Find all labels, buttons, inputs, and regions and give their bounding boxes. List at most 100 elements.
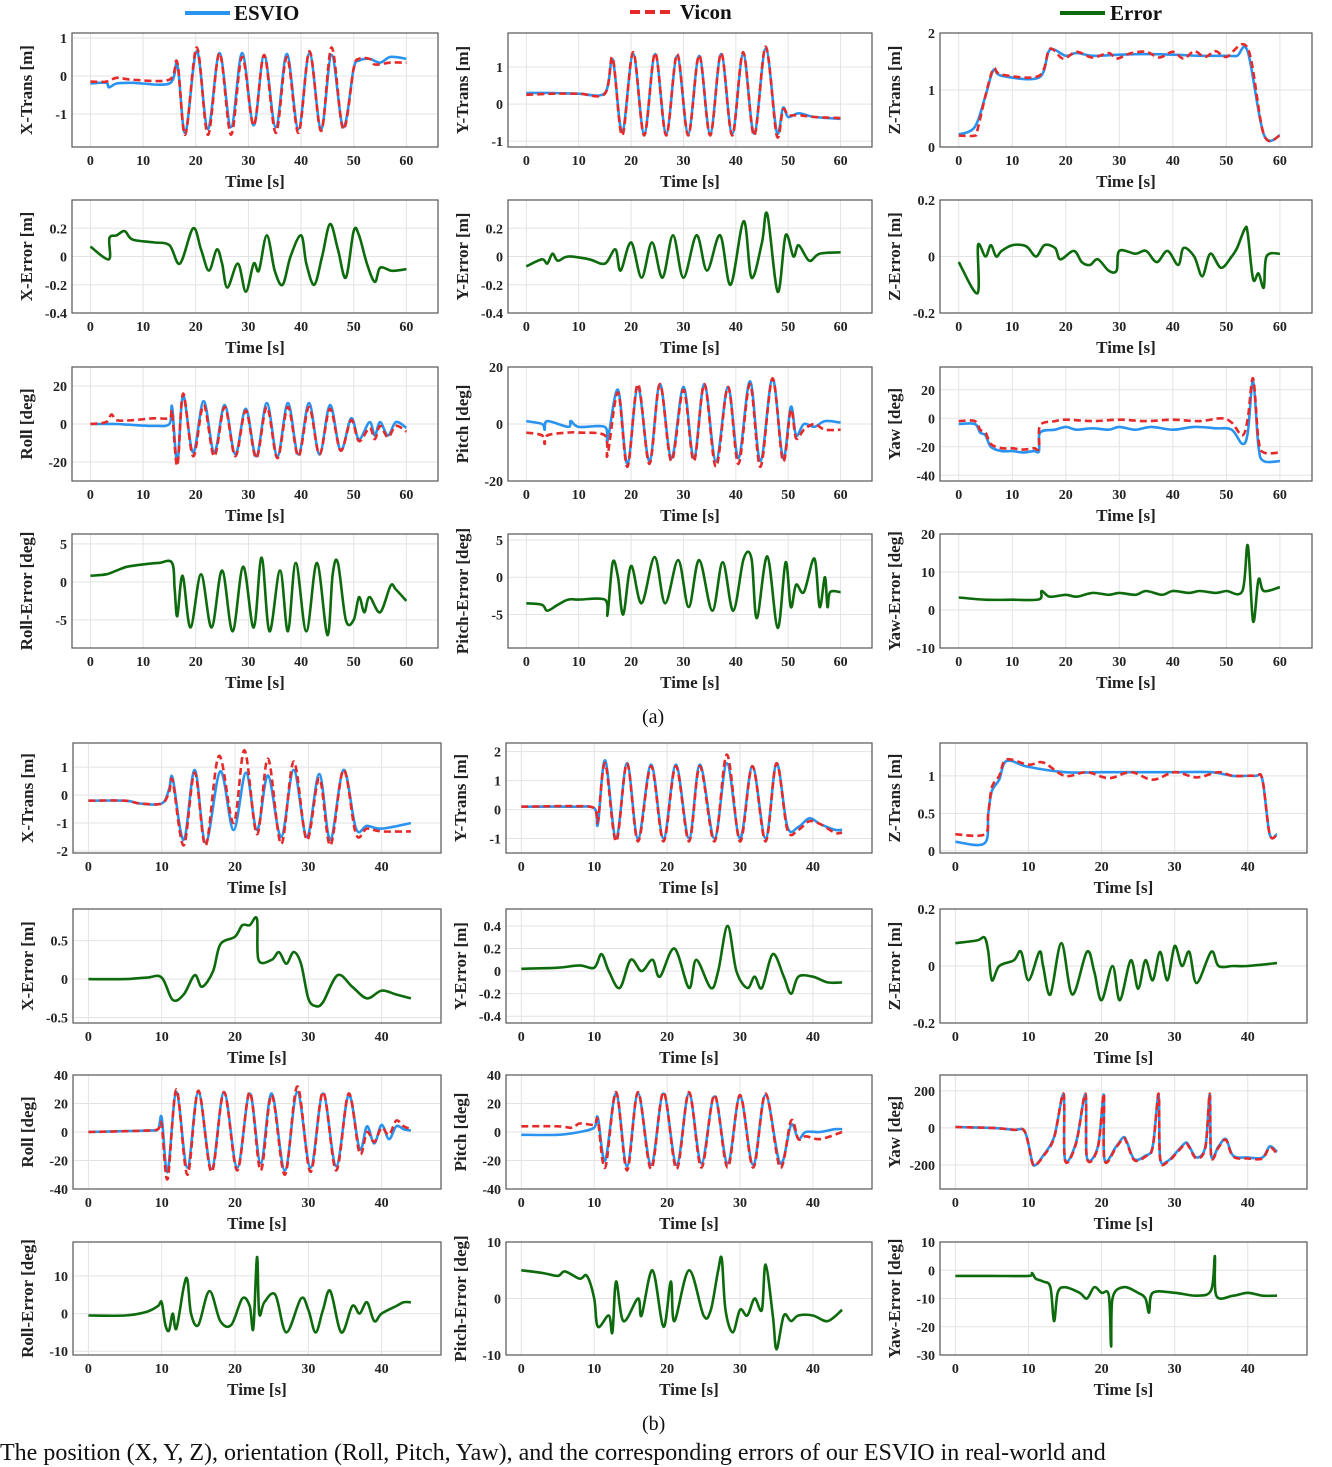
y-axis-label: Roll-Error [deg] <box>17 532 36 651</box>
subplot-roll-error-deg-a: 0 10 20 30 40 50 60 -5 0 5 Time [s] Roll-Error [deg… <box>17 532 439 692</box>
x-tick-label: 0 <box>523 154 530 169</box>
y-tick-label: 0.5 <box>918 807 936 822</box>
series-line-esvio <box>955 759 1278 847</box>
x-tick-label: 50 <box>1219 655 1233 670</box>
x-tick-label: 20 <box>189 655 203 670</box>
plot-frame <box>507 533 873 649</box>
series-line-error <box>89 222 407 294</box>
subplot-roll-error-deg-b: 0 10 20 30 40 -10 0 10 Time [s] Roll-Error [deg] <box>18 1239 442 1399</box>
x-tick-label: 40 <box>806 1030 820 1045</box>
y-tick-label: 0 <box>61 1308 68 1323</box>
x-tick-label: 10 <box>587 1362 601 1377</box>
y-axis-label: Pitch-Error [deg] <box>453 528 472 654</box>
x-tick-label: 50 <box>781 154 795 169</box>
x-tick-label: 20 <box>1059 320 1073 335</box>
x-tick-label: 20 <box>189 154 203 169</box>
x-tick-label: 60 <box>1273 655 1287 670</box>
y-tick-label: -1 <box>55 108 67 123</box>
x-axis-label: Time [s] <box>659 1048 719 1067</box>
y-tick-label: 10 <box>54 1270 68 1285</box>
x-tick-label: 30 <box>241 655 255 670</box>
y-tick-label: 1 <box>928 84 935 99</box>
y-tick-label: 1 <box>928 770 935 785</box>
x-tick-label: 0 <box>85 1362 92 1377</box>
x-tick-label: 40 <box>806 1362 820 1377</box>
x-tick-label: 30 <box>1112 488 1126 503</box>
plot-frame <box>939 366 1313 482</box>
y-tick-label: 5 <box>60 538 67 553</box>
x-tick-label: 30 <box>676 320 690 335</box>
x-tick-label: 0 <box>518 1196 525 1211</box>
series-line-vicon <box>958 42 1281 143</box>
y-tick-label: -20 <box>482 1155 501 1170</box>
plot-frame <box>939 1241 1308 1356</box>
x-tick-label: 50 <box>347 154 361 169</box>
series-line-error <box>957 225 1281 295</box>
y-tick-label: 200 <box>914 1085 935 1100</box>
y-tick-label: -20 <box>49 1155 68 1170</box>
y-axis-label: X-Error [m] <box>18 921 37 1011</box>
subcaption-b: (b) <box>642 1413 666 1435</box>
series-line-error <box>521 924 843 995</box>
x-tick-label: 0 <box>952 1196 959 1211</box>
y-tick-label: 0 <box>496 571 503 586</box>
x-tick-label: 40 <box>1166 488 1180 503</box>
x-tick-label: 30 <box>733 1196 747 1211</box>
x-axis-label: Time [s] <box>227 1380 287 1399</box>
plot-frame <box>939 32 1313 148</box>
subplot-roll-deg-b: 0 10 20 30 40 -40 -20 0 20 40 Time [s] Roll [deg] <box>18 1069 442 1233</box>
y-tick-label: -0.4 <box>481 307 503 322</box>
y-tick-label: -5 <box>491 608 503 623</box>
x-tick-label: 20 <box>660 860 674 875</box>
x-tick-label: 40 <box>1166 154 1180 169</box>
x-tick-label: 40 <box>1241 1030 1255 1045</box>
y-tick-label: 20 <box>53 380 67 395</box>
x-tick-label: 10 <box>136 488 150 503</box>
y-tick-label: -1 <box>489 833 501 848</box>
y-tick-label: 0 <box>928 1122 935 1137</box>
x-tick-label: 30 <box>301 860 315 875</box>
x-tick-label: 10 <box>1005 320 1019 335</box>
y-tick-label: 10 <box>921 1236 935 1251</box>
x-axis-label: Time [s] <box>225 338 285 357</box>
x-tick-label: 40 <box>1241 1196 1255 1211</box>
figure-caption: The position (X, Y, Z), orientation (Rol… <box>0 1440 1106 1466</box>
x-axis-label: Time [s] <box>225 673 285 692</box>
x-axis-label: Time [s] <box>227 878 287 897</box>
x-tick-label: 50 <box>347 655 361 670</box>
x-axis-label: Time [s] <box>1096 506 1156 525</box>
y-axis-label: Pitch [deg] <box>451 1093 470 1172</box>
x-tick-label: 10 <box>572 488 586 503</box>
y-tick-label: -20 <box>916 441 935 456</box>
x-tick-label: 40 <box>806 1196 820 1211</box>
series-line-vicon <box>958 377 1280 455</box>
subcaption-a: (a) <box>642 706 665 728</box>
x-tick-label: 10 <box>572 655 586 670</box>
x-tick-label: 10 <box>1021 1196 1035 1211</box>
x-tick-label: 40 <box>1241 860 1255 875</box>
x-tick-label: 0 <box>87 488 94 503</box>
y-tick-label: 0 <box>496 98 503 113</box>
x-tick-label: 10 <box>587 1196 601 1211</box>
y-axis-label: Yaw-Error [deg] <box>885 531 904 651</box>
plot-frame <box>505 742 873 854</box>
x-tick-label: 60 <box>1273 320 1287 335</box>
subplot-yaw-deg-a: 0 10 20 30 40 50 60 -40 -20 0 20 Time [s] Yaw [deg] <box>885 366 1313 525</box>
x-tick-label: 0 <box>523 488 530 503</box>
x-tick-label: 60 <box>399 655 413 670</box>
legend: ESVIO Vicon Error <box>185 0 1162 25</box>
x-tick-label: 20 <box>1059 655 1073 670</box>
x-tick-label: 20 <box>1059 488 1073 503</box>
x-axis-label: Time [s] <box>1094 878 1154 897</box>
plot-frame <box>505 908 873 1024</box>
y-tick-label: -0.2 <box>479 988 501 1003</box>
x-tick-label: 0 <box>952 860 959 875</box>
y-tick-label: -10 <box>916 1293 935 1308</box>
x-tick-label: 20 <box>228 1196 242 1211</box>
subplot-z-error-m-b: 0 10 20 30 40 -0.2 0 0.2 Time [s] Z-Error [m] <box>885 903 1308 1067</box>
x-tick-label: 50 <box>781 488 795 503</box>
y-tick-label: 0.4 <box>484 920 502 935</box>
series-line-vicon <box>526 45 841 139</box>
x-tick-label: 30 <box>733 1030 747 1045</box>
